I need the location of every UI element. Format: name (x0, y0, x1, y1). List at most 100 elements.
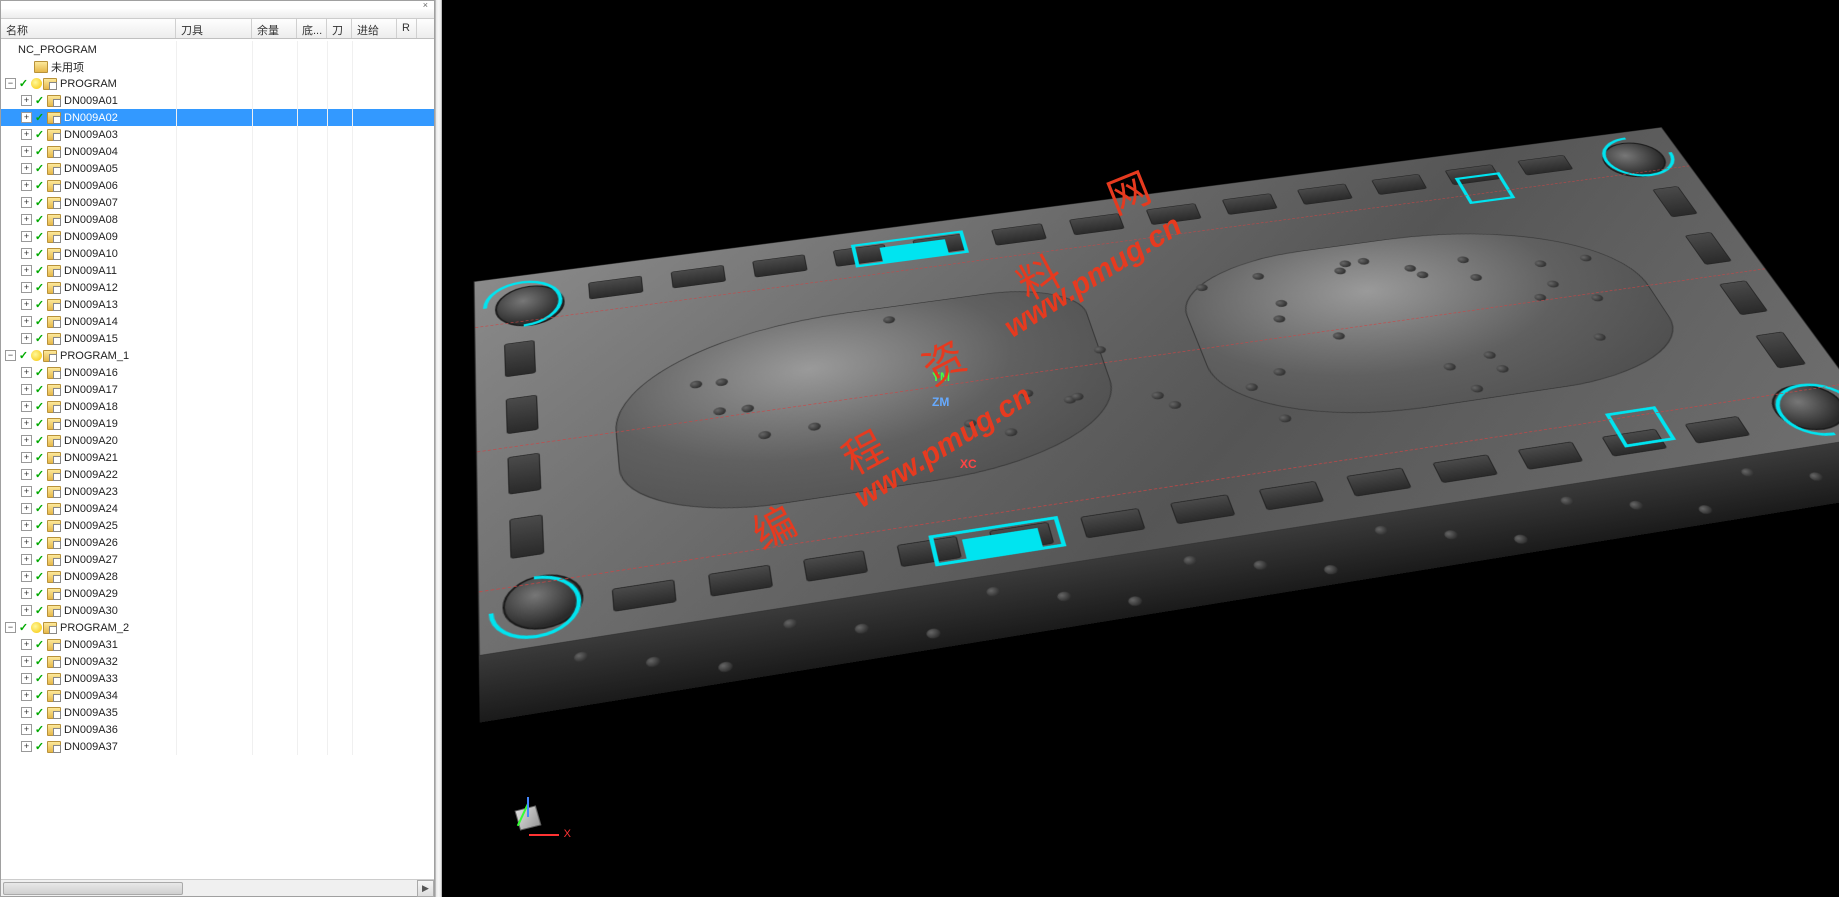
expander-icon[interactable]: + (21, 741, 32, 752)
tree-row[interactable]: +✓DN009A14 (1, 313, 434, 330)
expander-icon[interactable]: + (21, 265, 32, 276)
expander-icon[interactable]: + (21, 384, 32, 395)
tree-row[interactable]: +✓DN009A35 (1, 704, 434, 721)
tree-row[interactable]: +✓DN009A25 (1, 517, 434, 534)
tree-row[interactable]: +✓DN009A09 (1, 228, 434, 245)
expander-icon[interactable]: + (21, 129, 32, 140)
tree-row[interactable]: +✓DN009A20 (1, 432, 434, 449)
expander-icon[interactable]: − (5, 78, 16, 89)
expander-icon[interactable]: + (21, 588, 32, 599)
expander-icon[interactable]: + (21, 367, 32, 378)
tree-row[interactable]: +✓DN009A16 (1, 364, 434, 381)
expander-icon[interactable]: + (21, 299, 32, 310)
expander-icon[interactable]: + (21, 163, 32, 174)
expander-icon[interactable]: + (21, 486, 32, 497)
col-name[interactable]: 名称 (1, 19, 176, 38)
expander-icon[interactable]: + (21, 316, 32, 327)
tree-row[interactable]: +✓DN009A34 (1, 687, 434, 704)
expander-icon[interactable]: + (21, 197, 32, 208)
tree-row[interactable]: +✓DN009A21 (1, 449, 434, 466)
tree-row[interactable]: +✓DN009A13 (1, 296, 434, 313)
expander-icon[interactable]: − (5, 350, 16, 361)
tree-row[interactable]: +✓DN009A32 (1, 653, 434, 670)
tree-row[interactable]: +✓DN009A07 (1, 194, 434, 211)
expander-icon[interactable]: + (21, 95, 32, 106)
tree-row[interactable]: +✓DN009A31 (1, 636, 434, 653)
tree-row[interactable]: −✓PROGRAM (1, 75, 434, 92)
tree-label: PROGRAM (60, 78, 117, 90)
expander-icon[interactable]: − (5, 622, 16, 633)
expander-icon[interactable]: + (21, 231, 32, 242)
expander-icon[interactable]: + (21, 724, 32, 735)
tree-row[interactable]: +✓DN009A24 (1, 500, 434, 517)
expander-icon[interactable]: + (21, 520, 32, 531)
expander-icon[interactable]: + (21, 554, 32, 565)
mold-model[interactable] (474, 127, 1839, 656)
tree-row[interactable]: +✓DN009A10 (1, 245, 434, 262)
tree-row[interactable]: +✓DN009A01 (1, 92, 434, 109)
expander-icon[interactable]: + (21, 503, 32, 514)
expander-icon[interactable]: + (21, 333, 32, 344)
col-jinji[interactable]: 进给 (352, 19, 397, 38)
tree-row[interactable]: +✓DN009A18 (1, 398, 434, 415)
tree-row[interactable]: +✓DN009A26 (1, 534, 434, 551)
expander-icon[interactable]: + (21, 418, 32, 429)
expander-icon[interactable]: + (21, 707, 32, 718)
tree-row[interactable]: +✓DN009A30 (1, 602, 434, 619)
expander-icon[interactable]: + (21, 146, 32, 157)
tree-row[interactable]: −✓PROGRAM_2 (1, 619, 434, 636)
expander-icon[interactable]: + (21, 180, 32, 191)
tree-row[interactable]: +✓DN009A11 (1, 262, 434, 279)
tree-row[interactable]: −✓PROGRAM_1 (1, 347, 434, 364)
tree-row[interactable]: +✓DN009A15 (1, 330, 434, 347)
tree-row[interactable]: +✓DN009A29 (1, 585, 434, 602)
scroll-right-icon[interactable]: ▶ (417, 880, 434, 897)
tree-row[interactable]: +✓DN009A33 (1, 670, 434, 687)
expander-icon[interactable]: + (21, 690, 32, 701)
expander-icon[interactable]: + (21, 605, 32, 616)
col-r[interactable]: R (397, 19, 417, 38)
wcs-triad[interactable] (497, 792, 567, 862)
col-yuliang[interactable]: 余量 (252, 19, 297, 38)
tree-row[interactable]: +✓DN009A02 (1, 109, 434, 126)
tree-row[interactable]: +✓DN009A12 (1, 279, 434, 296)
expander-icon[interactable]: + (21, 248, 32, 259)
expander-icon[interactable]: + (21, 214, 32, 225)
tree-row[interactable]: +✓DN009A03 (1, 126, 434, 143)
expander-icon[interactable]: + (21, 639, 32, 650)
program-tree[interactable]: NC_PROGRAM未用项−✓PROGRAM+✓DN009A01+✓DN009A… (1, 39, 434, 879)
expander-icon[interactable]: + (21, 537, 32, 548)
tree-row[interactable]: +✓DN009A36 (1, 721, 434, 738)
tree-row[interactable]: +✓DN009A27 (1, 551, 434, 568)
tree-row[interactable]: +✓DN009A37 (1, 738, 434, 755)
folder-icon (47, 112, 61, 124)
col-tool[interactable]: 刀具 (176, 19, 252, 38)
check-icon: ✓ (34, 724, 45, 735)
tree-row[interactable]: +✓DN009A19 (1, 415, 434, 432)
tree-row[interactable]: +✓DN009A08 (1, 211, 434, 228)
tree-row[interactable]: +✓DN009A28 (1, 568, 434, 585)
horizontal-scrollbar[interactable]: ▶ (1, 879, 434, 896)
tree-row[interactable]: +✓DN009A04 (1, 143, 434, 160)
tree-row[interactable]: +✓DN009A05 (1, 160, 434, 177)
expander-icon[interactable]: + (21, 282, 32, 293)
3d-viewport[interactable]: YM ZM XC 编 程 资 料 网 www.pmug.cn www.pmug.… (442, 0, 1839, 897)
expander-icon[interactable]: + (21, 452, 32, 463)
splitter[interactable] (435, 0, 442, 897)
expander-icon[interactable]: + (21, 571, 32, 582)
expander-icon[interactable]: + (21, 469, 32, 480)
expander-icon[interactable]: + (21, 401, 32, 412)
tree-row[interactable]: +✓DN009A22 (1, 466, 434, 483)
expander-icon[interactable]: + (21, 435, 32, 446)
tree-row[interactable]: NC_PROGRAM (1, 41, 434, 58)
expander-icon[interactable]: + (21, 656, 32, 667)
col-dao[interactable]: 刀 (327, 19, 352, 38)
expander-icon[interactable]: + (21, 673, 32, 684)
col-bottom[interactable]: 底... (297, 19, 327, 38)
expander-icon[interactable]: + (21, 112, 32, 123)
tree-row[interactable]: +✓DN009A06 (1, 177, 434, 194)
tree-row[interactable]: +✓DN009A23 (1, 483, 434, 500)
tree-row[interactable]: +✓DN009A17 (1, 381, 434, 398)
scrollbar-thumb[interactable] (3, 882, 183, 895)
tree-row[interactable]: 未用项 (1, 58, 434, 75)
